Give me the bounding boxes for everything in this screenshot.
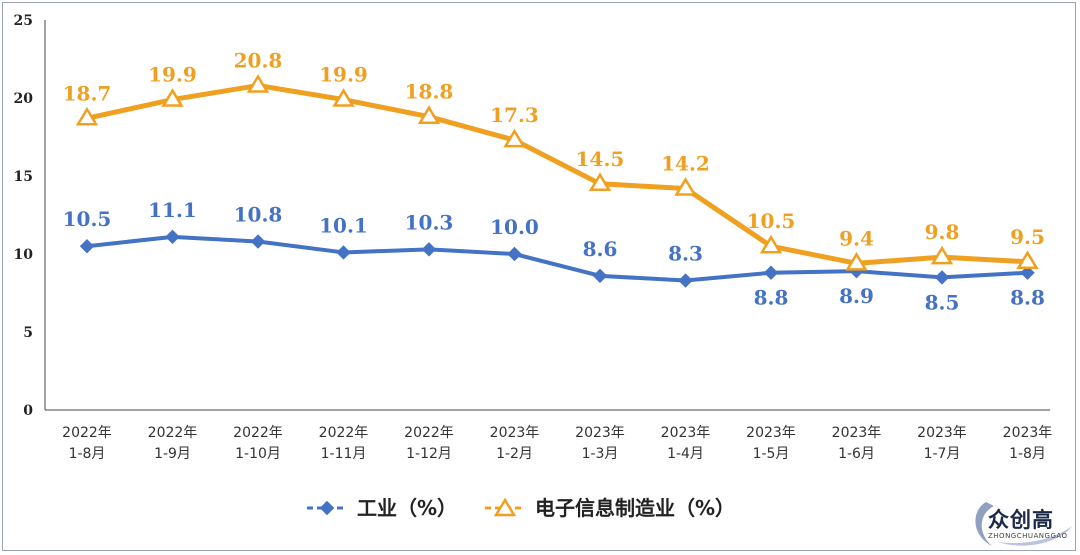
data-label: 20.8: [234, 49, 283, 73]
x-tick-label: 2022年 1-11月: [319, 425, 369, 462]
data-label: 10.3: [405, 210, 454, 234]
data-label: 14.5: [576, 147, 625, 171]
x-tick-label: 2023年 1-4月: [661, 425, 711, 462]
data-label: 19.9: [319, 63, 368, 87]
data-label: 18.7: [63, 81, 112, 105]
data-label: 8.5: [925, 290, 960, 314]
data-label: 10.8: [234, 203, 283, 227]
data-label: 8.6: [583, 237, 618, 261]
x-tick-label: 2022年 1-9月: [148, 425, 198, 462]
data-point-marker: [250, 234, 266, 249]
series-lines: [86, 83, 1028, 283]
data-point-marker: [1016, 250, 1039, 270]
data-label: 9.8: [925, 220, 960, 244]
x-tick-label: 2023年 1-8月: [1003, 425, 1053, 462]
data-point-marker: [678, 273, 693, 288]
data-label: 8.8: [1010, 286, 1045, 310]
watermark-logo: 众创高 ZHONGCHUANGGAO: [968, 496, 1076, 552]
data-point-marker: [507, 246, 522, 262]
data-label: 10.1: [319, 213, 368, 237]
data-point-marker: [934, 270, 950, 285]
watermark-subtext: ZHONGCHUANGGAO: [988, 532, 1068, 540]
series-line-0: [86, 234, 1028, 283]
watermark-text: 众创高: [988, 508, 1054, 532]
y-tick-label: 5: [23, 325, 33, 341]
series-markers: [75, 74, 1039, 288]
legend: 工业（%） 电子信息制造业（%）: [307, 496, 735, 520]
legend-marker-industry: [319, 500, 335, 516]
y-tick-label: 15: [14, 169, 33, 185]
data-label: 8.9: [839, 284, 874, 308]
data-label: 8.8: [754, 286, 789, 310]
data-point-marker: [845, 251, 868, 271]
data-point-marker: [759, 234, 783, 254]
data-point-marker: [588, 172, 612, 192]
data-labels: 10.5 11.1 10.8 10.1 10.3 10.0 8.6 8.3 8.8 8.9 8.5 8…: [63, 49, 1045, 315]
x-tick-label: 2022年 1-12月: [404, 425, 454, 462]
data-label: 11.1: [148, 198, 197, 222]
data-label: 18.8: [405, 80, 454, 104]
data-point-marker: [930, 245, 954, 265]
data-point-marker: [674, 177, 697, 196]
y-tick-label: 0: [23, 403, 33, 419]
y-tick-label: 25: [14, 13, 33, 29]
watermark-swoosh-icon: [975, 502, 1072, 546]
x-tick-label: 2022年 1-10月: [233, 425, 283, 462]
data-point-marker: [79, 238, 95, 254]
data-label: 17.3: [490, 103, 539, 127]
axes: [44, 20, 1050, 411]
data-point-marker: [246, 74, 270, 93]
x-tick-label: 2023年 1-3月: [575, 425, 625, 462]
data-label: 9.5: [1010, 225, 1045, 249]
data-point-marker: [332, 88, 355, 107]
data-label: 10.0: [490, 215, 539, 239]
data-label: 19.9: [148, 63, 197, 87]
data-point-marker: [592, 268, 608, 284]
data-label: 9.4: [839, 226, 874, 250]
data-label: 10.5: [63, 207, 112, 231]
x-tick-label: 2022年 1-8月: [62, 425, 112, 462]
x-tick-label: 2023年 1-7月: [917, 425, 967, 462]
legend-marker-electronics: [493, 497, 517, 517]
series-line-1: [86, 83, 1028, 266]
legend-label-industry: 工业（%）: [357, 496, 457, 520]
data-point-marker: [161, 88, 184, 107]
y-tick-label: 10: [14, 247, 34, 263]
y-tick-labels: 0 5 10 15 20 25: [14, 13, 34, 419]
data-label: 8.3: [668, 242, 703, 266]
data-point-marker: [503, 128, 526, 148]
data-point-marker: [336, 245, 351, 260]
data-point-marker: [165, 229, 180, 245]
legend-label-electronics: 电子信息制造业（%）: [535, 496, 735, 520]
data-point-marker: [1020, 265, 1035, 280]
x-tick-labels: 2022年 1-8月 2022年 1-9月 2022年 1-10月 2022年 1-11月 20…: [62, 425, 1052, 462]
x-tick-label: 2023年 1-6月: [832, 425, 882, 462]
y-tick-label: 20: [14, 91, 34, 107]
data-point-marker: [75, 106, 99, 126]
x-tick-label: 2023年 1-2月: [490, 425, 540, 462]
data-point-marker: [421, 242, 437, 257]
data-point-marker: [417, 105, 441, 124]
data-point-marker: [763, 265, 779, 280]
x-tick-label: 2023年 1-5月: [746, 425, 796, 462]
data-label: 14.2: [661, 151, 710, 175]
data-label: 10.5: [747, 209, 796, 233]
